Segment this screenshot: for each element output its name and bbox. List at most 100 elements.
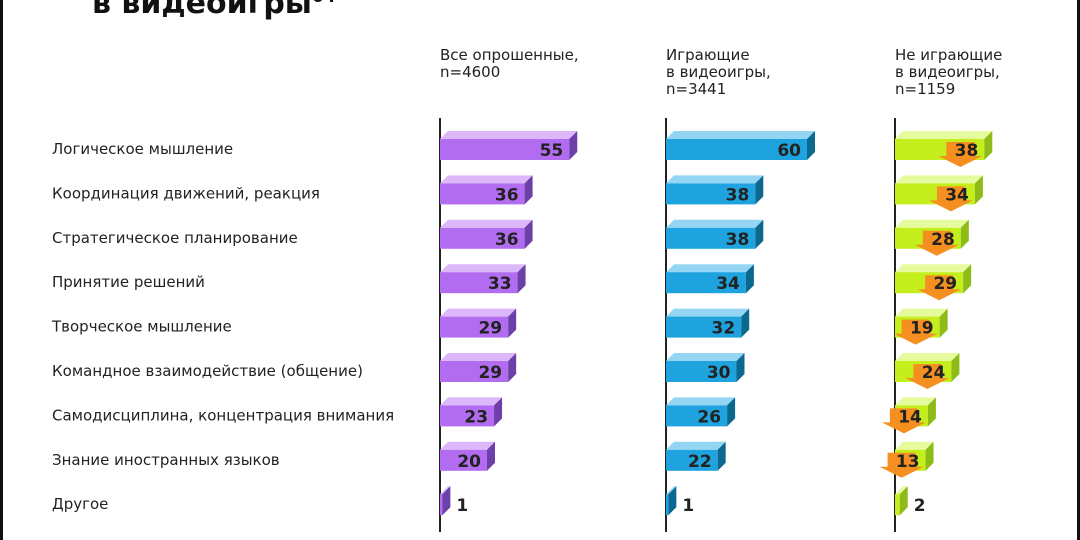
bar-top	[895, 219, 969, 228]
left-border	[0, 0, 3, 540]
value-label: 13	[896, 452, 920, 472]
bar-top	[440, 219, 533, 228]
bar-side	[927, 397, 936, 427]
value-label: 20	[457, 452, 481, 472]
column-header-all: Все опрошенные, n=4600	[440, 46, 579, 81]
down-arrow-icon	[914, 230, 959, 256]
down-arrow-icon	[928, 186, 973, 212]
bar-side	[508, 308, 517, 338]
category-label: Стратегическое планирование	[52, 229, 298, 247]
bar-top	[440, 175, 533, 184]
value-label: 29	[478, 363, 502, 383]
bar-side	[736, 353, 745, 382]
category-label: Координация движений, реакция	[52, 184, 320, 202]
bar-top	[895, 353, 960, 361]
value-label: 24	[922, 363, 946, 383]
bar-side	[668, 486, 677, 516]
category-label: Знание иностранных языков	[52, 451, 280, 469]
bar	[666, 494, 669, 516]
bar	[440, 494, 443, 516]
title-footnote: 64	[312, 0, 336, 7]
bar-top	[440, 397, 503, 406]
down-arrow-icon	[917, 275, 962, 301]
bar	[666, 227, 756, 249]
bar	[440, 405, 495, 427]
bar-top	[666, 353, 745, 361]
value-label: 1	[456, 496, 468, 516]
value-label: 30	[707, 363, 731, 383]
bar-top	[666, 441, 726, 450]
bar	[666, 272, 746, 294]
bar-side	[899, 486, 908, 516]
bar-side	[939, 308, 948, 338]
bar-side	[984, 131, 993, 160]
bar	[440, 227, 525, 249]
bar-top	[895, 486, 908, 495]
bar-side	[741, 308, 750, 338]
bar-top	[895, 308, 948, 317]
value-label: 38	[726, 230, 750, 250]
bar-top	[895, 397, 936, 406]
category-label: Логическое мышление	[52, 140, 233, 158]
category-label: Самодисциплина, концентрация внимания	[52, 406, 394, 424]
right-border	[1077, 0, 1080, 540]
bar-side	[517, 264, 526, 294]
bar-side	[727, 397, 736, 427]
bar	[440, 272, 518, 294]
value-label: 1	[682, 496, 694, 516]
bar	[440, 361, 509, 382]
bar-top	[895, 131, 993, 139]
bar-top	[895, 264, 972, 273]
down-arrow-icon	[881, 408, 926, 434]
bar-side	[745, 264, 754, 294]
bar	[440, 139, 570, 160]
value-label: 33	[488, 274, 512, 294]
bar	[666, 449, 718, 471]
bar-top	[440, 131, 578, 139]
value-label: 38	[726, 185, 750, 205]
bar-side	[494, 397, 503, 427]
bar-top	[666, 264, 754, 273]
bar-side	[951, 353, 960, 382]
value-label: 26	[697, 407, 721, 427]
bar-side	[963, 264, 972, 294]
category-label: Другое	[52, 495, 108, 513]
bar-side	[960, 219, 969, 249]
bar-side	[807, 131, 815, 160]
value-label: 55	[540, 141, 564, 161]
category-label: Творческое мышление	[51, 318, 232, 336]
category-label: Принятие решений	[52, 273, 205, 291]
value-label: 34	[945, 185, 969, 205]
bar-top	[666, 219, 764, 228]
bar	[666, 361, 737, 382]
column-header-gamers: Играющие в видеоигры, n=3441	[666, 46, 771, 98]
bar-side	[717, 441, 726, 471]
value-label: 22	[688, 452, 712, 472]
bar-top	[666, 308, 750, 317]
bar-top	[440, 308, 517, 317]
bar	[666, 183, 756, 205]
bar-side	[755, 175, 764, 205]
bar	[895, 494, 900, 516]
bar-top	[440, 353, 517, 361]
value-label: 19	[910, 319, 934, 339]
bar	[440, 183, 525, 205]
down-arrow-icon	[905, 364, 950, 389]
bar-top	[666, 131, 815, 139]
bar-top	[440, 486, 451, 495]
bar-side	[755, 219, 764, 249]
bar-top	[440, 264, 526, 273]
bar	[440, 316, 509, 338]
bar-side	[508, 353, 517, 382]
bar-top	[440, 441, 495, 450]
category-label: Командное взаимодействие (общение)	[52, 362, 363, 380]
bar-side	[487, 441, 495, 471]
bar	[440, 449, 487, 471]
bar-side	[524, 219, 533, 249]
down-arrow-icon	[938, 142, 983, 167]
bar	[666, 139, 807, 160]
value-label: 28	[931, 230, 955, 250]
value-label: 2	[914, 496, 926, 516]
bar-top	[895, 441, 934, 450]
